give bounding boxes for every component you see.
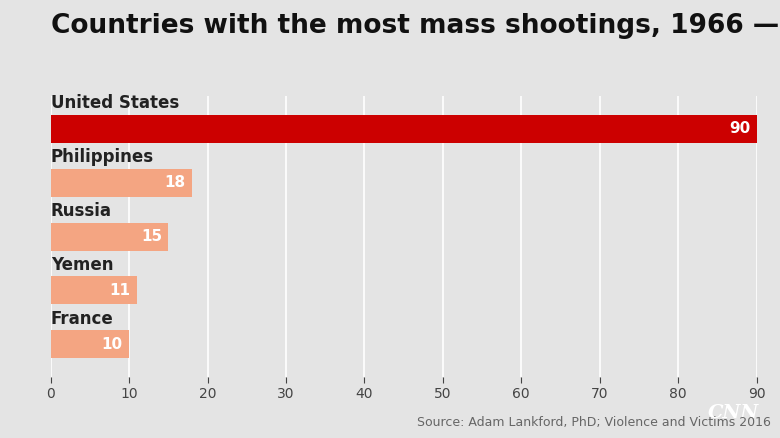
Text: Philippines: Philippines (51, 148, 154, 166)
Text: 15: 15 (141, 229, 162, 244)
Text: Countries with the most mass shootings, 1966 — 2012: Countries with the most mass shootings, … (51, 13, 780, 39)
Text: 18: 18 (165, 175, 186, 190)
Text: 10: 10 (101, 337, 123, 352)
Text: CNN: CNN (708, 404, 759, 423)
Bar (51, 223, 168, 251)
Text: 11: 11 (110, 283, 131, 298)
Bar (51, 276, 137, 304)
Bar (51, 169, 192, 197)
Text: Source: Adam Lankford, PhD; Violence and Victims 2016: Source: Adam Lankford, PhD; Violence and… (417, 416, 771, 429)
Bar (51, 330, 129, 358)
Text: Russia: Russia (51, 202, 112, 220)
Text: Yemen: Yemen (51, 256, 113, 274)
Text: United States: United States (51, 94, 179, 112)
Text: 90: 90 (729, 121, 750, 136)
Bar (51, 115, 757, 143)
Text: France: France (51, 310, 113, 328)
